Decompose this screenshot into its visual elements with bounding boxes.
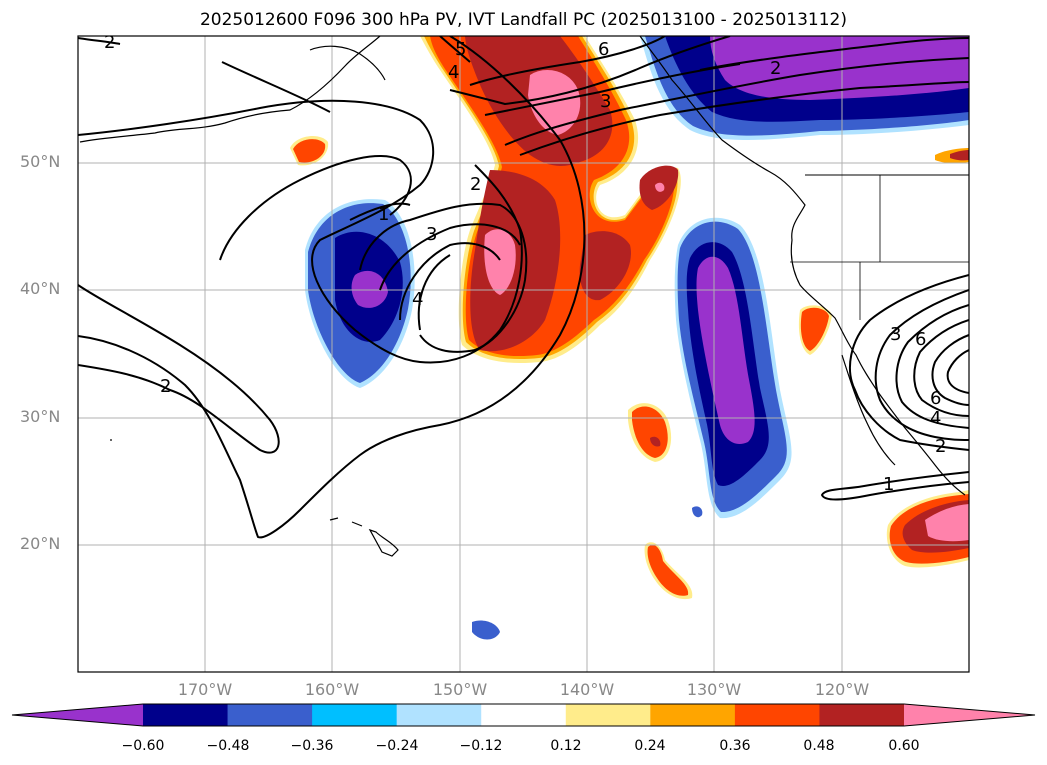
contour-label: 6 bbox=[915, 329, 926, 350]
colorbar-segment bbox=[819, 704, 905, 726]
contour-label: 2 bbox=[770, 58, 781, 79]
contour-label: 2 bbox=[104, 32, 115, 53]
map-plot-area: 2 5 4 6 3 2 2 1 3 4 2 1 2 3 6 6 4 2 1 bbox=[78, 32, 969, 672]
map-title: 2025012600 F096 300 hPa PV, IVT Landfall… bbox=[199, 10, 847, 30]
colorbar-extend-low bbox=[12, 704, 143, 726]
contour-label: 1 bbox=[883, 474, 894, 495]
colorbar-tick-label: −0.48 bbox=[206, 738, 250, 754]
coastlines bbox=[79, 36, 969, 557]
colorbar-segment bbox=[481, 704, 567, 726]
contour-label: 1 bbox=[883, 474, 894, 495]
lon-label: 170°W bbox=[177, 680, 233, 699]
colorbar-tick-label: 0.24 bbox=[634, 738, 666, 754]
lon-label: 120°W bbox=[814, 680, 870, 699]
lat-label: 40°N bbox=[20, 279, 61, 298]
colorbar-outline bbox=[11, 703, 1036, 727]
colorbar-tick-label: 0.12 bbox=[550, 738, 582, 754]
gridlines bbox=[78, 36, 969, 672]
contour-label: 2 bbox=[935, 436, 946, 457]
colorbar-extend-high bbox=[904, 704, 1035, 726]
colorbar-segment bbox=[312, 704, 398, 726]
positive-anomaly-main bbox=[420, 36, 681, 364]
colorbar-tick-label: 0.48 bbox=[803, 738, 835, 754]
lat-label: 30°N bbox=[20, 407, 61, 426]
colorbar-tick-label: −0.36 bbox=[290, 738, 334, 754]
colorbar-segment bbox=[396, 704, 482, 726]
contour-labels: 2 5 4 6 3 2 2 1 3 4 2 1 2 3 6 6 4 2 1 bbox=[104, 32, 946, 495]
colorbar-segment bbox=[143, 704, 229, 726]
colorbar-tick-label: 0.36 bbox=[719, 738, 751, 754]
contour-label: 3 bbox=[890, 324, 901, 345]
colorbar-segment bbox=[565, 704, 651, 726]
contour-label: 3 bbox=[600, 91, 611, 112]
negative-anomaly-central bbox=[674, 217, 792, 519]
contour-label: 2 bbox=[935, 436, 946, 457]
lon-label: 160°W bbox=[304, 680, 360, 699]
colorbar bbox=[11, 703, 1036, 727]
colorbar-tick-label: −0.24 bbox=[375, 738, 419, 754]
contour-label: 6 bbox=[930, 388, 941, 409]
lon-label: 140°W bbox=[559, 680, 615, 699]
contour-label: 1 bbox=[378, 204, 389, 225]
colorbar-segment bbox=[227, 704, 313, 726]
contour-label: 5 bbox=[455, 39, 466, 60]
negative-anomaly-northeast bbox=[472, 36, 969, 640]
colorbar-tick-label: 0.60 bbox=[888, 738, 920, 754]
map-frame bbox=[77, 35, 970, 673]
contour-label: 2 bbox=[160, 376, 171, 397]
colorbar-tick-label: −0.60 bbox=[121, 738, 165, 754]
lat-label: 50°N bbox=[20, 152, 61, 171]
colorbar-segment bbox=[734, 704, 820, 726]
contour-label: 2 bbox=[470, 174, 481, 195]
pv-contours bbox=[78, 36, 969, 539]
contour-label: 4 bbox=[412, 289, 423, 310]
colorbar-segment bbox=[650, 704, 736, 726]
contour-label: 6 bbox=[598, 39, 609, 60]
colorbar-tick-label: −0.12 bbox=[459, 738, 503, 754]
contour-label: 3 bbox=[426, 224, 437, 245]
contour-label: 4 bbox=[930, 408, 941, 429]
contour-label: 4 bbox=[448, 62, 459, 83]
lat-label: 20°N bbox=[20, 534, 61, 553]
lon-label: 150°W bbox=[432, 680, 488, 699]
lon-label: 130°W bbox=[686, 680, 742, 699]
